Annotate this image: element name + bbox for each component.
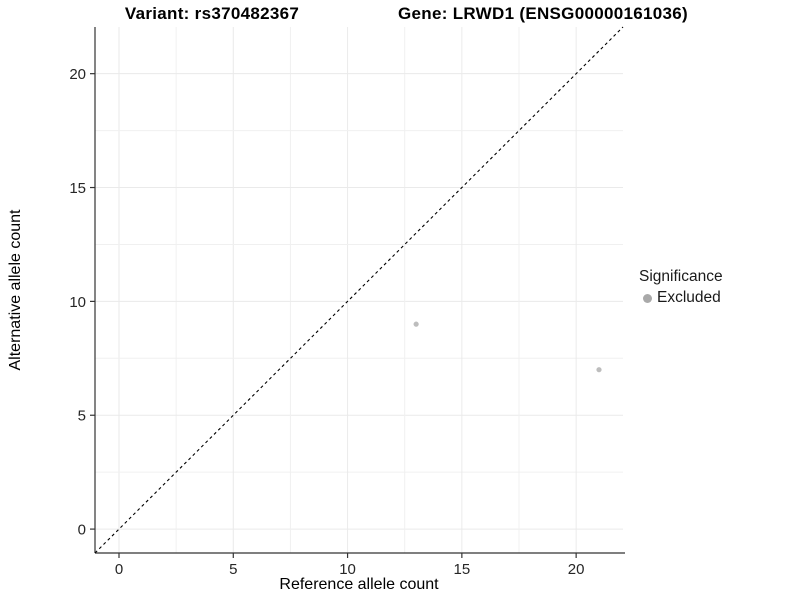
y-tick-label: 0: [78, 522, 86, 539]
legend-title: Significance: [639, 268, 723, 285]
x-tick-label: 5: [229, 561, 237, 578]
legend-entry-excluded: Excluded: [639, 289, 723, 307]
legend: Significance Excluded: [639, 268, 723, 307]
y-tick-label: 15: [69, 180, 86, 197]
y-tick-label: 10: [69, 294, 86, 311]
y-tick-label: 5: [78, 408, 86, 425]
y-axis-title: Alternative allele count: [7, 209, 24, 371]
x-axis-title: Reference allele count: [279, 576, 439, 593]
data-point: [413, 321, 419, 327]
legend-key-dot-icon: [643, 293, 652, 303]
data-point: [596, 367, 602, 373]
plot-title-gene: Gene: LRWD1 (ENSG00000161036): [398, 4, 688, 23]
x-tick-label: 20: [568, 561, 585, 578]
plot-title-variant: Variant: rs370482367: [124, 4, 300, 23]
x-tick-label: 15: [454, 561, 471, 578]
y-tick-label: 20: [69, 66, 86, 83]
x-tick-label: 0: [115, 561, 123, 578]
identity-dashed-line: [94, 26, 624, 554]
x-tick-label: 10: [339, 561, 356, 578]
legend-entry-label: Excluded: [657, 289, 721, 306]
